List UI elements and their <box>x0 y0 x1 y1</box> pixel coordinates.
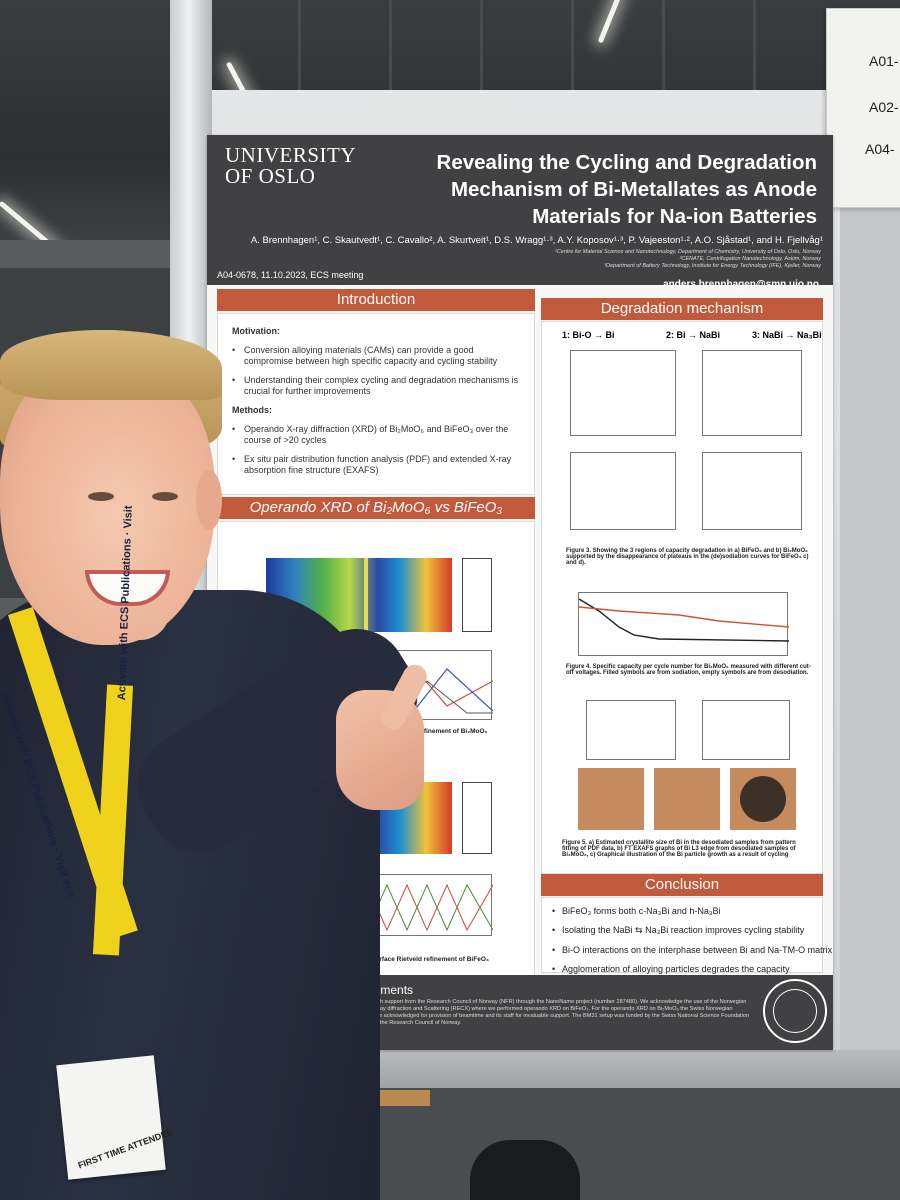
crystallite-size-plot <box>586 700 676 760</box>
operando-heading: Operando XRD of Bi₂MoO₆ vs BiFeO₃ <box>217 497 535 519</box>
figure-4-caption: Figure 4. Specific capacity per cycle nu… <box>566 664 811 676</box>
poster-email: anders.brennhagen@smn.uio.no <box>663 279 819 290</box>
heatmap-stripe <box>364 558 368 632</box>
potential-plot-2 <box>462 782 492 854</box>
capacity-curves <box>578 598 790 642</box>
voltage-plot-d <box>702 452 802 530</box>
side-sign-line: A01- <box>869 53 899 69</box>
conclusion-item: BiFeO₃ forms both c-Na₃Bi and h-Na₃Bi <box>552 906 842 916</box>
methods-label: Methods: <box>232 405 272 415</box>
figure-1-caption: Figure 1. Operando XRD with surface Riet… <box>274 728 488 735</box>
pillar <box>170 0 212 1200</box>
affiliation: ¹Centre for Material Science and Nanotec… <box>554 249 821 255</box>
region-label: 2: Bi → NaBi <box>666 330 721 340</box>
operando-panel: Figure 1. Operando XRD with surface Riet… <box>217 521 535 976</box>
conclusion-item: Bi-O interactions on the interphase betw… <box>552 945 842 955</box>
specific-capacity-plot <box>578 592 790 656</box>
phase-fraction-plot-1 <box>266 650 494 720</box>
acknowledgements-heading: Acknowledgements <box>309 983 414 997</box>
ceiling-grid <box>210 0 830 95</box>
poster: UNIVERSITY OF OSLO Revealing the Cycling… <box>207 135 833 1050</box>
motivation-item: Conversion alloying materials (CAMs) can… <box>232 345 522 367</box>
potential-plot-1 <box>462 558 492 632</box>
phase-fraction-curves <box>266 883 494 932</box>
capacity-plot-b <box>702 350 802 436</box>
poster-affiliations: ¹Centre for Material Science and Nanotec… <box>521 249 821 270</box>
poster-meta: A04-0678, 11.10.2023, ECS meeting <box>217 270 364 280</box>
conclusion-item: Agglomeration of alloying particles degr… <box>552 964 842 974</box>
side-sign: A01- A02- A04- <box>826 8 900 208</box>
university-logo: UNIVERSITY OF OSLO <box>225 145 356 187</box>
introduction-heading: Introduction <box>217 289 535 311</box>
degradation-heading: Degradation mechanism <box>541 298 823 320</box>
acknowledgements-text: This work was performed with support fro… <box>309 999 750 1026</box>
region-label: 3: NaBi → Na₃Bi <box>752 330 822 340</box>
motivation-label: Motivation: <box>232 326 280 336</box>
phase-fraction-curves <box>266 660 494 714</box>
logo-line: OF OSLO <box>225 164 316 188</box>
phase-fraction-plot-2 <box>266 874 494 936</box>
methods-item: Operando X-ray diffraction (XRD) of Bi₂M… <box>232 424 522 446</box>
introduction-panel: Motivation: Conversion alloying material… <box>217 313 535 495</box>
wall-panel <box>0 268 175 598</box>
side-sign-line: A02- <box>869 99 899 115</box>
board-edge <box>840 180 900 1060</box>
methods-item: Ex situ pair distribution function analy… <box>232 454 522 476</box>
figure-3-caption: Figure 3. Showing the 3 regions of capac… <box>566 548 809 566</box>
particle-illustration <box>578 768 644 830</box>
particle-blob <box>740 776 786 822</box>
logo-line: UNIVERSITY <box>225 143 356 167</box>
motivation-item: Understanding their complex cycling and … <box>232 375 522 397</box>
affiliation: ³Department of Battery Technology, Insti… <box>604 263 821 269</box>
poster-title: Revealing the Cycling and Degradation Me… <box>436 151 817 228</box>
region-label: 1: Bi-O → Bi <box>562 330 615 340</box>
introduction-text: Motivation: Conversion alloying material… <box>232 322 522 484</box>
poster-authors: A. Brennhagen¹, C. Skautvedt¹, C. Cavall… <box>250 235 823 246</box>
voltage-plot-c <box>570 452 676 530</box>
university-seal <box>763 979 827 1043</box>
bag <box>470 1140 580 1200</box>
floor-object <box>340 1090 430 1106</box>
figure-2-caption: Figure 2. Operando XRD with surface Riet… <box>280 956 489 963</box>
affiliation: ²CENATE, Centrifugation Nanotechnology, … <box>679 256 821 262</box>
acknowledgements: Acknowledgements This work was performed… <box>247 975 833 1050</box>
operando-heatmap-1 <box>266 558 452 632</box>
capacity-plot-a <box>570 350 676 436</box>
conclusion-item: Isolating the NaBi ⇆ Na₃Bi reaction impr… <box>552 925 842 936</box>
conclusion-list: BiFeO₃ forms both c-Na₃Bi and h-Na₃Bi Is… <box>552 906 842 983</box>
degradation-panel: 1: Bi-O → Bi 2: Bi → NaBi 3: NaBi → Na₃B… <box>541 321 823 874</box>
side-sign-line: A04- <box>865 141 895 157</box>
particle-illustration <box>654 768 720 830</box>
poster-header: UNIVERSITY OF OSLO Revealing the Cycling… <box>207 135 833 290</box>
operando-heatmap-2 <box>266 782 452 854</box>
exafs-plot <box>702 700 790 760</box>
particle-illustration <box>730 768 796 830</box>
acknowledgement-photo <box>255 983 299 1033</box>
figure-5-caption: Figure 5. a) Estimated crystallite size … <box>562 840 796 858</box>
conclusion-heading: Conclusion <box>541 874 823 896</box>
conclusion-panel: BiFeO₃ forms both c-Na₃Bi and h-Na₃Bi Is… <box>541 897 832 974</box>
board-frame <box>205 1050 900 1088</box>
